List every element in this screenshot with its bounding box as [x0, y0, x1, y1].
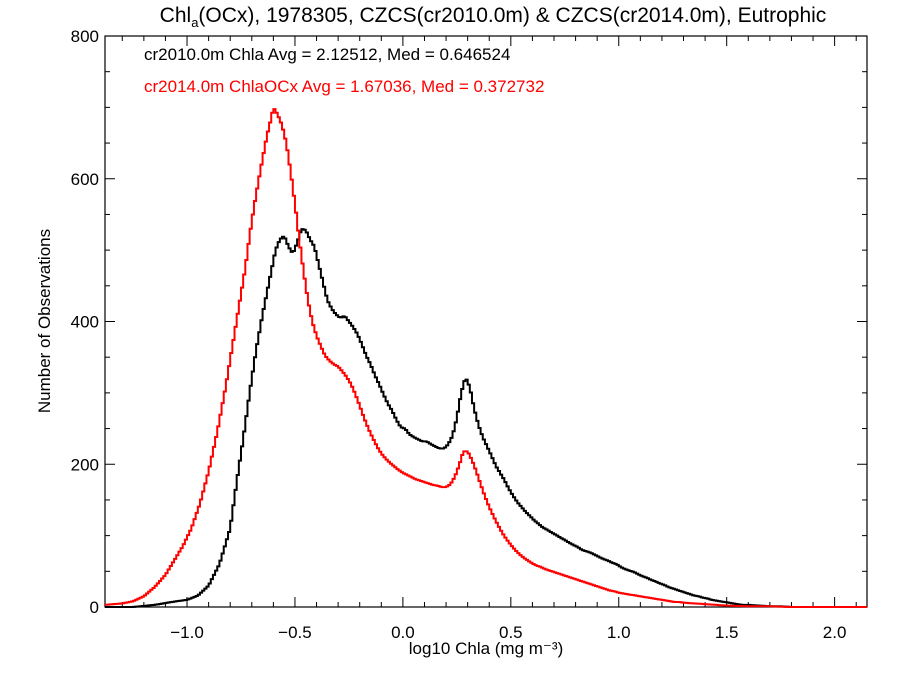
title-prefix: Chl	[160, 4, 192, 27]
x-tick-label: 1.0	[607, 623, 631, 642]
x-tick-label: 1.5	[715, 623, 739, 642]
y-tick-label: 400	[71, 313, 99, 332]
legend-entry-cr2014: cr2014.0m ChlaOCx Avg = 1.67036, Med = 0…	[144, 77, 544, 96]
x-axis-ticks: −1.0 −0.5 0.0 0.5 1.0 1.5 2.0	[121, 36, 857, 642]
x-tick-label: −1.0	[170, 623, 204, 642]
x-axis-label: log10 Chla (mg m⁻³)	[409, 639, 563, 658]
svg-text:Chla(OCx), 1978305, CZCS(cr201: Chla(OCx), 1978305, CZCS(cr2010.0m) & CZ…	[160, 4, 827, 30]
y-tick-label: 600	[71, 170, 99, 189]
x-tick-label: −0.5	[278, 623, 312, 642]
y-axis-ticks: 0 200 400 600 800	[71, 27, 867, 617]
x-tick-label: 0.0	[391, 623, 415, 642]
y-tick-label: 200	[71, 455, 99, 474]
title-suffix: (OCx), 1978305, CZCS(cr2010.0m) & CZCS(c…	[198, 4, 826, 27]
y-axis-label: Number of Observations	[35, 229, 54, 413]
series-lines	[105, 108, 867, 608]
series-line-cr2014.0m	[105, 108, 867, 608]
title-subscript: a	[191, 15, 199, 30]
y-tick-label: 800	[71, 27, 99, 46]
y-tick-label: 0	[90, 598, 99, 617]
plot-frame	[104, 35, 868, 608]
legend-entry-cr2010: cr2010.0m Chla Avg = 2.12512, Med = 0.64…	[144, 45, 510, 64]
x-tick-label: 0.5	[499, 623, 523, 642]
series-line-cr2010.0m	[105, 228, 867, 608]
plot-title: Chla(OCx), 1978305, CZCS(cr2010.0m) & CZ…	[160, 4, 827, 30]
x-tick-label: 2.0	[823, 623, 847, 642]
